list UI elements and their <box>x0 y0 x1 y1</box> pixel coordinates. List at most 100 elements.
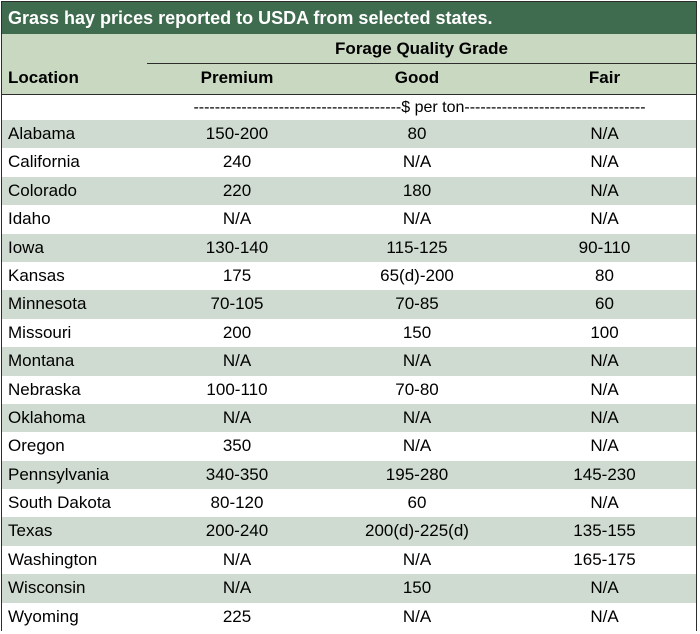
premium-price-cell: 175 <box>222 265 252 285</box>
premium-price-cell: 220 <box>222 180 252 200</box>
location-cell: Oregon <box>8 436 65 456</box>
forage-quality-grade-header: Forage Quality Grade <box>335 39 508 58</box>
table-row: Washington N/A N/A 165-175 <box>2 545 696 575</box>
table-row: Missouri 200 150 100 <box>2 318 696 348</box>
premium-price-cell: N/A <box>222 549 252 569</box>
fair-price-cell: N/A <box>590 180 619 200</box>
fair-price-cell: 80 <box>595 265 614 285</box>
good-price-cell: 70-80 <box>395 379 439 399</box>
good-price-cell: N/A <box>402 436 432 456</box>
location-column-header: Location <box>8 68 79 87</box>
premium-price-cell: 130-140 <box>205 237 269 257</box>
table-row: Oklahoma N/A N/A N/A <box>2 403 696 433</box>
good-price-cell: 60 <box>407 493 427 513</box>
good-price-cell: 200(d)-225(d) <box>365 521 469 541</box>
location-cell: Alabama <box>8 124 76 143</box>
good-price-cell: N/A <box>402 152 432 172</box>
good-price-cell: 150 <box>402 578 432 598</box>
premium-price-cell: 200 <box>222 322 252 342</box>
location-cell: Wisconsin <box>8 578 86 598</box>
table-row: Colorado 220 180 N/A <box>2 176 696 206</box>
fair-price-cell: 60 <box>595 294 614 314</box>
premium-price-cell: N/A <box>222 209 252 229</box>
fair-column-header: Fair <box>588 68 621 87</box>
premium-price-cell: 70-105 <box>210 294 264 314</box>
good-price-cell: 80 <box>407 124 427 143</box>
table-row: Idaho N/A N/A N/A <box>2 205 696 234</box>
table-row: Texas 200-240 200(d)-225(d) 135-155 <box>2 517 696 546</box>
location-cell: Texas <box>8 521 53 541</box>
table-row: South Dakota 80-120 60 N/A <box>2 489 696 518</box>
good-price-cell: 180 <box>402 180 432 200</box>
location-cell: California <box>8 152 80 172</box>
good-price-cell: N/A <box>402 549 432 569</box>
location-cell: Idaho <box>8 209 51 229</box>
table-row: Montana N/A N/A N/A <box>2 347 696 376</box>
location-cell: Colorado <box>8 180 77 200</box>
premium-price-cell: 150-200 <box>205 124 269 143</box>
good-price-cell: N/A <box>402 606 432 626</box>
table-row: Minnesota 70-105 70-85 60 <box>2 290 696 319</box>
location-cell: Montana <box>8 351 75 371</box>
location-cell: Oklahoma <box>8 407 86 427</box>
fair-price-cell: N/A <box>590 209 619 229</box>
fair-price-cell: N/A <box>590 152 619 172</box>
fair-price-cell: 135-155 <box>573 521 636 541</box>
location-cell: Minnesota <box>8 294 87 314</box>
table-body: Alabama 150-200 80 N/A California 240 N/A N/A Co… <box>2 120 696 632</box>
good-price-cell: 65(d)-200 <box>380 265 454 285</box>
table-row: California 240 N/A N/A <box>2 148 696 177</box>
location-cell: Iowa <box>8 237 44 257</box>
table-row: Pennsylvania 340-350 195-280 145-230 <box>2 460 696 490</box>
fair-price-cell: 100 <box>590 322 619 342</box>
location-cell: Washington <box>8 549 98 569</box>
table-title: Grass hay prices reported to USDA from s… <box>2 2 696 34</box>
location-cell: Pennsylvania <box>8 464 110 484</box>
fair-price-cell: N/A <box>590 379 619 399</box>
table-row: Wyoming 225 N/A N/A <box>2 602 696 632</box>
table-row: Oregon 350 N/A N/A <box>2 432 696 461</box>
good-price-cell: 195-280 <box>385 464 449 484</box>
premium-price-cell: N/A <box>222 578 252 598</box>
table-row: Iowa 130-140 115-125 90-110 <box>2 233 696 262</box>
premium-column-header: Premium <box>200 68 274 87</box>
table-row: Alabama 150-200 80 N/A <box>2 120 696 149</box>
good-column-header: Good <box>394 68 440 87</box>
table-row: Kansas 175 65(d)-200 80 <box>2 261 696 291</box>
premium-price-cell: 80-120 <box>210 493 264 513</box>
header-divider <box>147 63 696 64</box>
location-cell: Nebraska <box>8 379 81 399</box>
good-price-cell: 70-85 <box>395 294 439 314</box>
units-row: ---------------------------------------$… <box>2 95 696 120</box>
fair-price-cell: N/A <box>590 407 619 427</box>
table-header: Forage Quality Grade Location Premium Go… <box>2 34 696 95</box>
premium-price-cell: 225 <box>222 606 252 626</box>
premium-price-cell: 100-110 <box>206 379 268 399</box>
good-price-cell: N/A <box>402 407 432 427</box>
location-cell: Wyoming <box>8 606 79 626</box>
fair-price-cell: 165-175 <box>573 549 636 569</box>
location-cell: Kansas <box>8 265 65 285</box>
fair-price-cell: 90-110 <box>578 237 631 257</box>
table-row: Nebraska 100-110 70-80 N/A <box>2 375 696 404</box>
good-price-cell: 150 <box>402 322 432 342</box>
fair-price-cell: 145-230 <box>573 464 636 484</box>
premium-price-cell: 200-240 <box>205 521 269 541</box>
good-price-cell: N/A <box>402 209 432 229</box>
premium-price-cell: 340-350 <box>205 464 269 484</box>
premium-price-cell: N/A <box>222 407 252 427</box>
fair-price-cell: N/A <box>590 436 619 456</box>
good-price-cell: N/A <box>402 351 432 371</box>
premium-price-cell: 240 <box>222 152 252 172</box>
fair-price-cell: N/A <box>590 124 619 143</box>
fair-price-cell: N/A <box>590 493 619 513</box>
units-label: ---------------------------------------$… <box>193 99 646 116</box>
location-cell: Missouri <box>8 322 72 342</box>
table-row: Wisconsin N/A 150 N/A <box>2 574 696 603</box>
fair-price-cell: N/A <box>590 606 619 626</box>
premium-price-cell: 350 <box>222 436 252 456</box>
fair-price-cell: N/A <box>590 351 619 371</box>
location-cell: South Dakota <box>8 493 112 513</box>
good-price-cell: 115-125 <box>386 237 448 257</box>
